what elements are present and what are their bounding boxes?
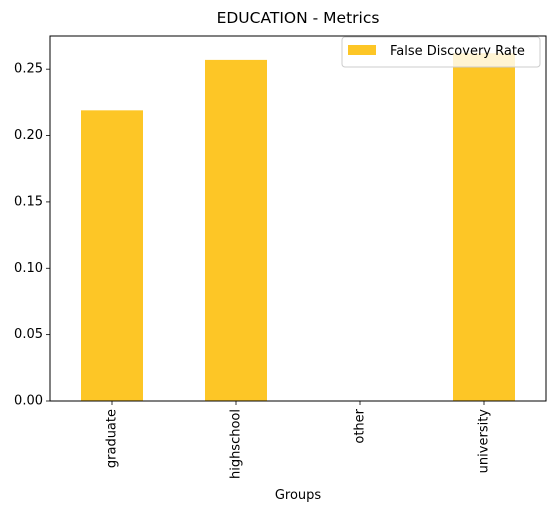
x-axis-title: Groups: [275, 488, 322, 503]
x-tick-label: highschool: [229, 409, 244, 479]
bars: [81, 53, 515, 401]
y-tick-label: 0.10: [14, 261, 43, 276]
x-axis-ticks: graduate highschool other university: [105, 401, 492, 479]
bar-university: [453, 53, 515, 401]
x-tick-label: university: [477, 409, 492, 474]
y-tick-label: 0.00: [14, 394, 43, 409]
bar-highschool: [205, 59, 267, 401]
legend: False Discovery Rate: [341, 36, 541, 68]
bar-graduate: [81, 110, 143, 401]
legend-label: False Discovery Rate: [390, 44, 525, 59]
y-axis-ticks: 0.00 0.05 0.10 0.15 0.20 0.25: [14, 62, 50, 409]
legend-box: [341, 36, 541, 68]
y-tick-label: 0.05: [14, 327, 43, 342]
y-tick-label: 0.25: [14, 62, 43, 77]
chart-title: EDUCATION - Metrics: [217, 9, 380, 27]
legend-swatch: [348, 45, 376, 55]
x-tick-label: other: [353, 408, 368, 443]
y-tick-label: 0.20: [14, 128, 43, 143]
x-tick-label: graduate: [105, 409, 120, 468]
plot-frame: [49, 35, 547, 402]
y-tick-label: 0.15: [14, 194, 43, 209]
